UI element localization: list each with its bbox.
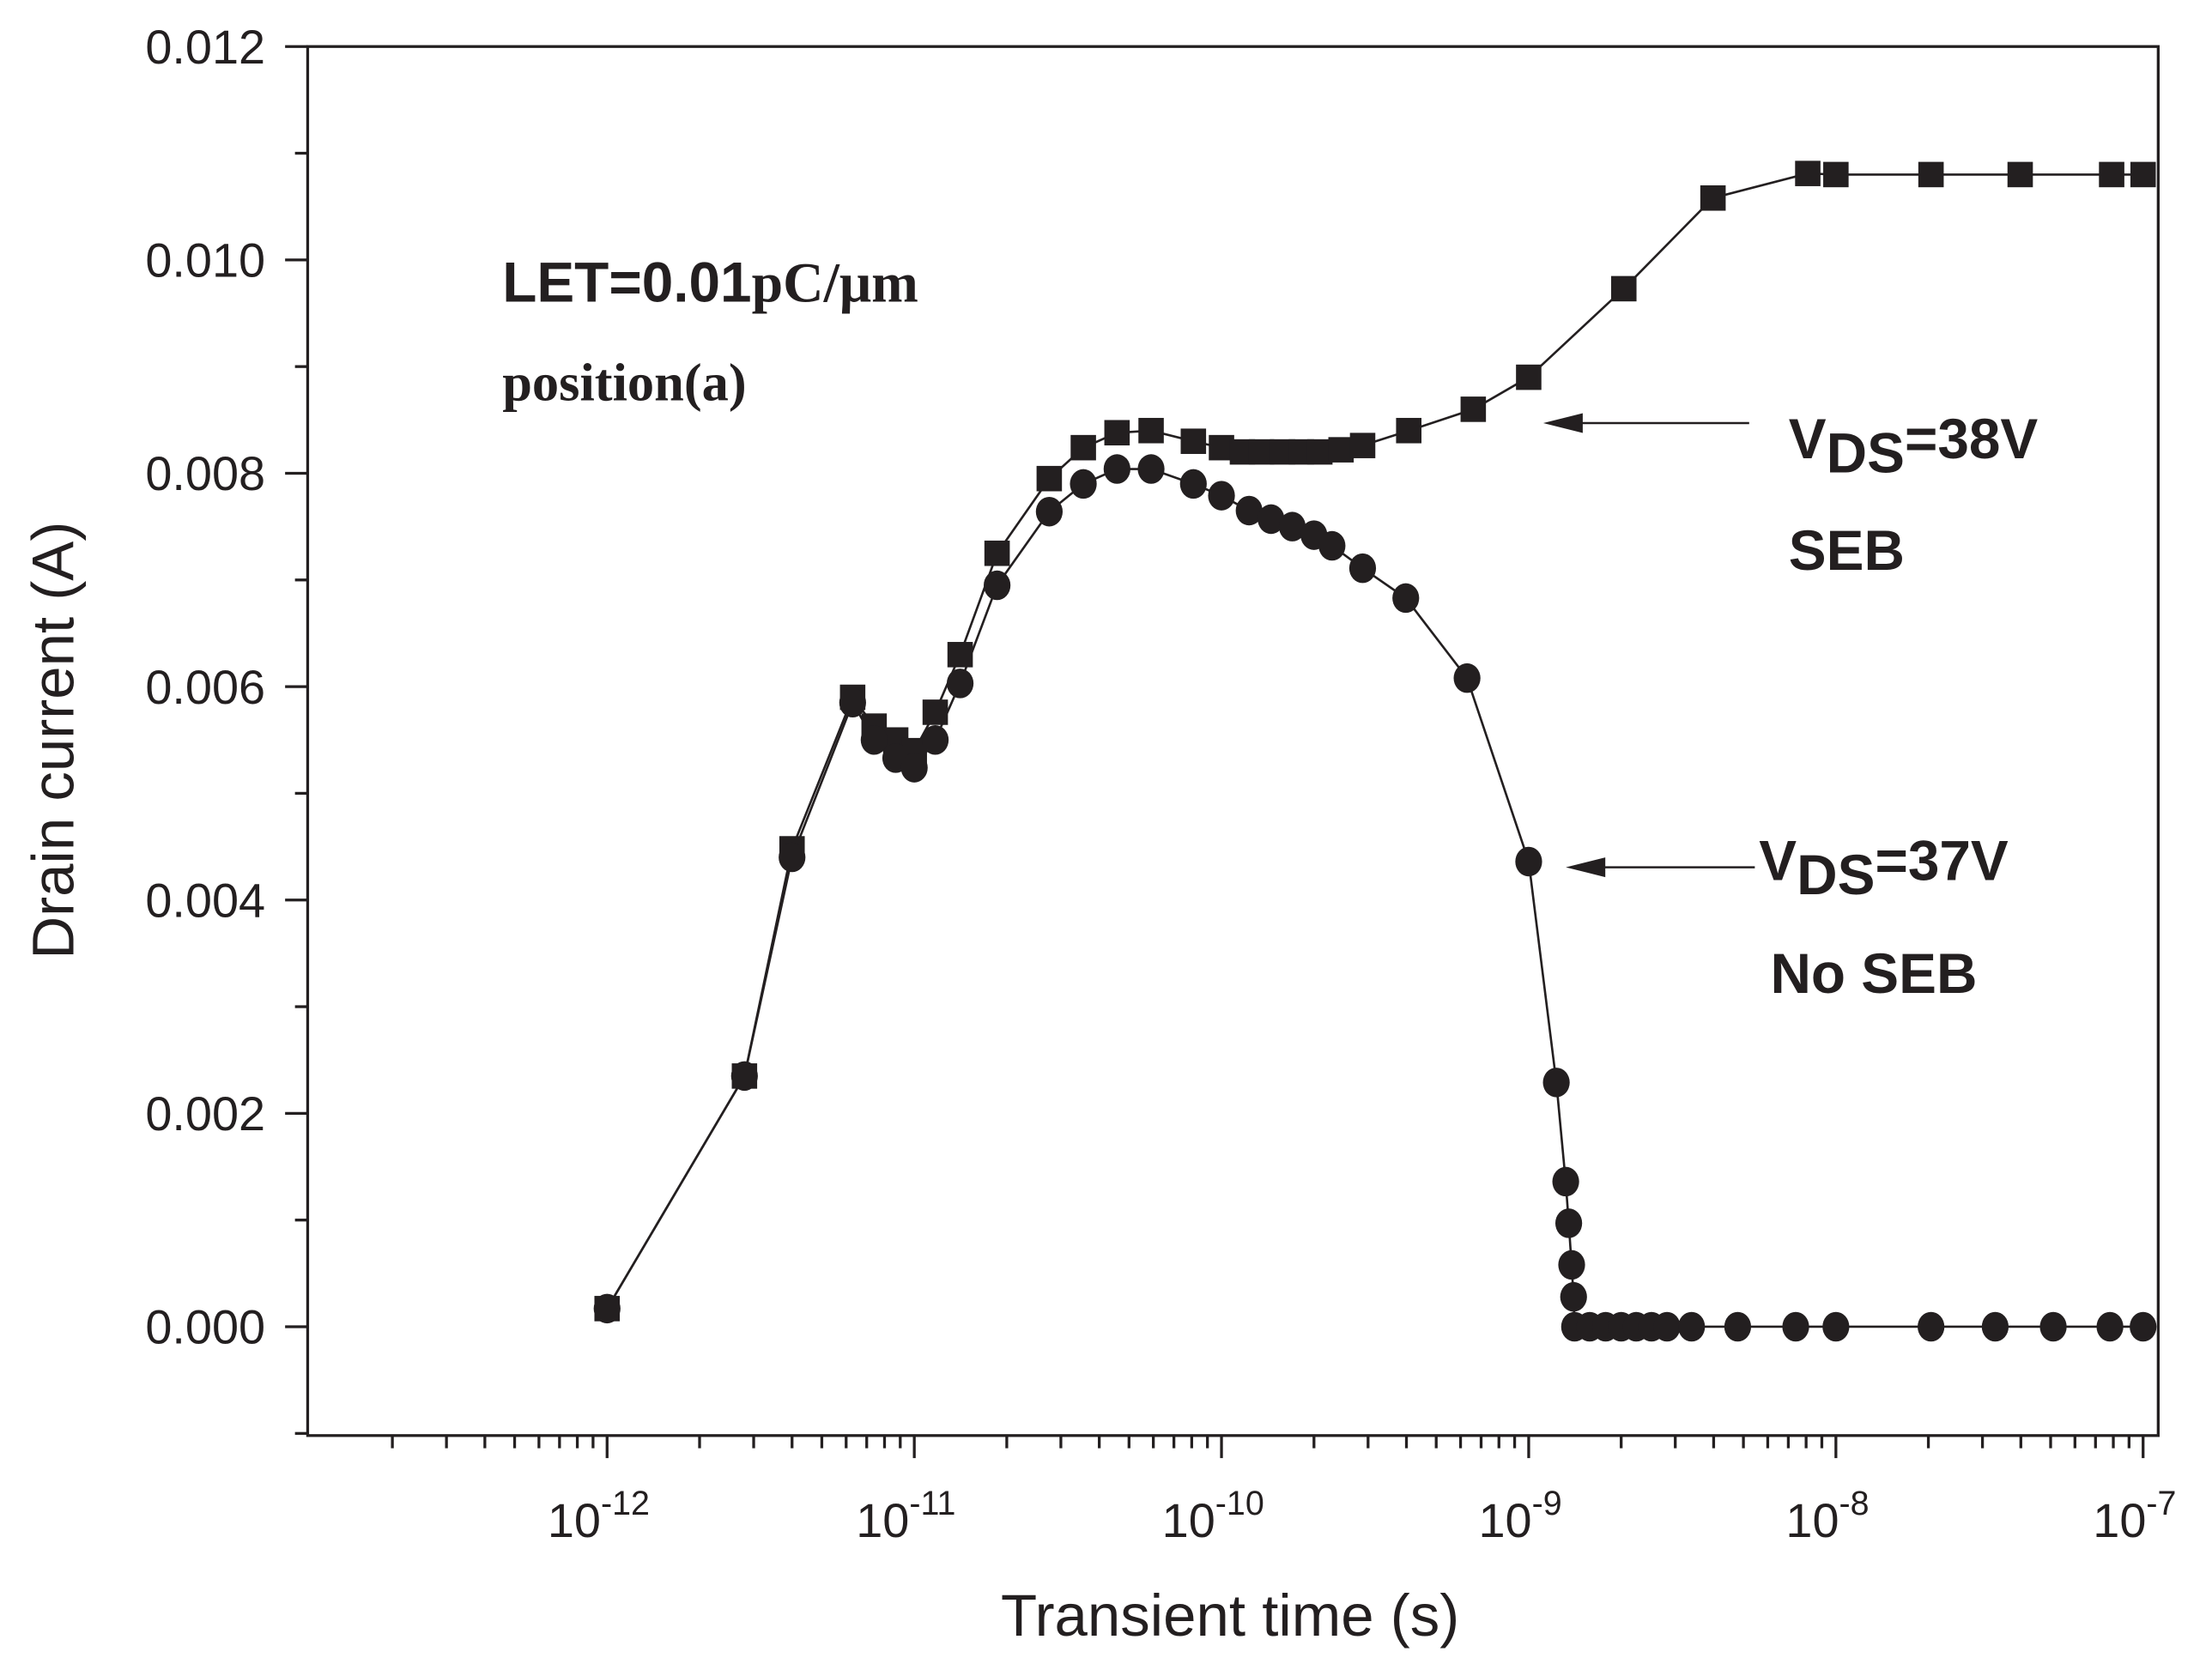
circle-marker xyxy=(1179,469,1207,499)
circle-marker xyxy=(1070,469,1097,499)
circle-marker xyxy=(946,669,974,699)
square-marker xyxy=(1138,417,1164,444)
square-marker xyxy=(2007,161,2033,188)
square-marker xyxy=(2130,161,2156,188)
circle-marker xyxy=(1318,530,1346,561)
position-annotation: position(a) xyxy=(502,353,746,413)
circle-marker xyxy=(900,753,928,783)
square-marker xyxy=(1700,185,1726,211)
y-tick-label: 0.002 xyxy=(145,1086,265,1141)
circle-marker xyxy=(1678,1311,1706,1342)
x-tick-label: 10-12 xyxy=(548,1485,650,1547)
circle-marker xyxy=(839,687,866,718)
y-tick-label: 0.006 xyxy=(145,660,265,714)
circle-marker xyxy=(1103,454,1130,484)
circle-marker xyxy=(1453,663,1481,693)
label-seb: SEB xyxy=(1789,519,1905,582)
y-tick-label: 0.004 xyxy=(145,873,265,927)
x-tick-label: 10-11 xyxy=(856,1485,955,1547)
label-no-seb: No SEB xyxy=(1770,942,1977,1005)
circle-marker xyxy=(730,1061,758,1092)
circle-marker xyxy=(1278,511,1306,542)
circle-marker xyxy=(1918,1311,1945,1342)
let-annotation: LET=0.01pC/μm xyxy=(502,251,918,315)
series-line-1 xyxy=(606,468,2143,1328)
square-marker xyxy=(1610,275,1637,302)
circle-marker xyxy=(1560,1281,1587,1312)
x-axis-label: Transient time (s) xyxy=(1001,1582,1459,1649)
square-marker xyxy=(2099,161,2124,188)
square-marker xyxy=(1104,420,1130,446)
circle-marker xyxy=(1235,495,1263,526)
y-tick-label: 0.012 xyxy=(145,20,265,74)
square-marker xyxy=(1070,434,1096,461)
label-vds-38v: VDS=38V xyxy=(1789,408,2039,484)
arrow-37v-head xyxy=(1566,857,1606,878)
circle-marker xyxy=(1137,454,1165,484)
circle-marker xyxy=(860,725,888,755)
square-marker xyxy=(1396,417,1422,444)
label-vds-37v: VDS=37V xyxy=(1759,829,2009,905)
series-lines xyxy=(606,172,2143,1328)
circle-marker xyxy=(1208,481,1235,511)
square-marker xyxy=(984,540,1010,566)
square-marker xyxy=(1328,437,1354,463)
square-marker xyxy=(1918,161,1944,188)
circle-marker xyxy=(1822,1311,1850,1342)
square-marker xyxy=(947,642,973,668)
x-tick-label: 10-9 xyxy=(1478,1485,1561,1547)
square-marker xyxy=(922,699,948,725)
circle-marker xyxy=(1981,1311,2009,1342)
circle-marker xyxy=(1558,1250,1585,1280)
circle-marker xyxy=(921,725,949,755)
square-marker xyxy=(1795,160,1821,186)
square-marker xyxy=(1823,161,1849,188)
x-tick-label: 10-8 xyxy=(1785,1485,1869,1547)
circle-marker xyxy=(1554,1208,1583,1238)
y-tick-label: 0.010 xyxy=(145,233,265,287)
circle-marker xyxy=(779,842,806,873)
y-tick-label: 0.008 xyxy=(145,446,265,500)
square-marker xyxy=(1306,439,1333,465)
circle-marker xyxy=(1724,1311,1752,1342)
circle-marker xyxy=(1653,1311,1681,1342)
square-marker xyxy=(1036,465,1063,492)
circle-marker xyxy=(1515,846,1542,877)
circle-marker xyxy=(1035,496,1064,527)
square-marker xyxy=(1516,364,1542,390)
circle-marker xyxy=(1782,1311,1809,1342)
x-tick-label: 10-7 xyxy=(2093,1485,2176,1547)
arrow-38v-head xyxy=(1542,413,1583,433)
circle-marker xyxy=(2130,1311,2157,1342)
circle-marker xyxy=(1552,1166,1579,1197)
axis-ticks: 0.000 0.002 0.004 0.006 0.008 0.010 0.012 10-12… xyxy=(145,20,2176,1547)
circle-marker xyxy=(2039,1311,2067,1342)
circle-marker xyxy=(2096,1311,2124,1342)
plot-frame xyxy=(306,45,2160,1437)
circle-marker xyxy=(593,1293,621,1324)
circle-marker xyxy=(1348,553,1377,584)
x-tick-label: 10-10 xyxy=(1162,1485,1264,1547)
square-marker xyxy=(1349,433,1376,458)
square-marker xyxy=(1180,428,1207,454)
circle-marker xyxy=(1258,504,1285,535)
y-axis-label: Drain current (A) xyxy=(21,522,87,959)
circle-marker xyxy=(1392,583,1420,614)
circle-marker xyxy=(984,570,1011,601)
series-markers xyxy=(593,160,2157,1342)
circle-marker xyxy=(1542,1068,1570,1098)
y-tick-label: 0.000 xyxy=(145,1300,265,1354)
square-marker xyxy=(1460,396,1487,422)
